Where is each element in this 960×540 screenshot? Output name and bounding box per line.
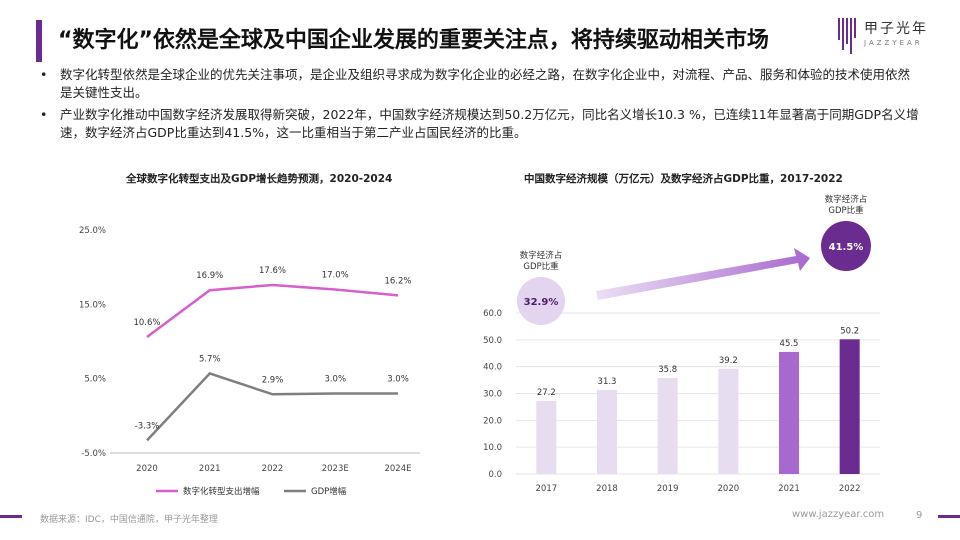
bullet-marker: • [40,107,48,122]
title-accent-bar [36,20,42,62]
x-tick-label: 2017 [536,484,558,494]
x-tick-label: 2023E [322,464,349,474]
annotation-value: 41.5% [829,242,864,253]
brand-logo: 甲子光年 JAZZYEAR [836,14,946,58]
bar [718,368,739,474]
bullet-item: • 产业数字化推动中国数字经济发展取得新突破，2022年，中国数字经济规模达到5… [40,106,920,142]
annotation-circle [517,277,565,325]
x-tick-label: 2022 [839,484,861,494]
bar [839,339,860,474]
y-tick-label: 25.0% [79,226,106,236]
y-tick-label: 20.0 [483,416,502,426]
bar [657,377,678,474]
right-chart-title: 中国数字经济规模（万亿元）及数字经济占GDP比重，2017-2022 [524,173,843,185]
x-tick-label: 2019 [657,484,679,494]
trend-arrow [596,248,810,300]
y-tick-label: 0.0 [488,470,502,480]
legend-label: GDP增幅 [311,486,347,497]
data-label: 35.8 [658,365,677,375]
y-tick-label: 40.0 [483,363,502,373]
annotation-label: 数字经济占 [825,194,868,205]
data-label: 50.2 [840,326,859,336]
annotation-label: GDP比重 [828,205,864,216]
logo-subtitle: JAZZYEAR [864,39,923,47]
x-tick-label: 2021 [778,484,800,494]
y-tick-label: 60.0 [483,309,502,319]
bar [536,401,557,474]
y-tick-label: 15.0% [79,300,106,310]
y-tick-label: 5.0% [84,375,106,385]
data-label: -3.3% [135,421,160,431]
x-tick-label: 2020 [718,484,740,494]
x-tick-label: 2021 [199,464,221,474]
website-link[interactable]: www.jazzyear.com [792,509,885,520]
annotation-circle [821,221,871,271]
page-title: “数字化”依然是全球及中国企业发展的重要关注点，将持续驱动相关市场 [58,28,769,53]
page-number: 9 [916,510,923,521]
legend-label: 数字化转型支出增幅 [183,486,260,497]
x-tick-label: 2018 [596,484,618,494]
x-tick-label: 2024E [384,464,411,474]
data-label: 10.6% [133,318,160,328]
data-label: 17.0% [322,270,349,280]
x-tick-label: 2022 [262,464,284,474]
y-tick-label: 30.0 [483,390,502,400]
data-source: 数据来源：IDC，中国信通院，甲子光年整理 [40,515,218,525]
bullet-text: 数字化转型依然是全球企业的优先关注事项，是企业及组织寻求成为数字化企业的必经之路… [60,67,911,100]
series-line-1 [146,283,399,339]
annotation-label: 数字经济占 [520,250,563,261]
data-label: 16.9% [196,271,223,281]
series-line-2 [146,372,398,442]
data-label: 3.0% [387,375,409,385]
y-tick-label: 10.0 [483,443,502,453]
data-label: 5.7% [199,354,221,364]
bottom-accent-right [938,515,960,518]
bottom-accent-left [0,515,22,518]
data-label: 45.5 [780,339,799,349]
bullet-list: • 数字化转型依然是全球企业的优先关注事项，是企业及组织寻求成为数字化企业的必经… [40,66,920,146]
bullet-text: 产业数字化推动中国数字经济发展取得新突破，2022年，中国数字经济规模达到50.… [60,107,919,140]
y-tick-label: 50.0 [483,336,502,346]
annotation-value: 32.9% [524,297,559,308]
data-label: 2.9% [262,375,284,385]
y-tick-label: -5.0% [81,449,106,459]
bar [779,351,799,474]
data-label: 3.0% [324,375,346,385]
data-label: 16.2% [384,276,411,286]
left-chart-title: 全球数字化转型支出及GDP增长趋势预测，2020-2024 [126,173,393,185]
bullet-item: • 数字化转型依然是全球企业的优先关注事项，是企业及组织寻求成为数字化企业的必经… [40,66,920,102]
x-tick-label: 2020 [136,464,158,474]
bar [597,390,617,474]
data-label: 39.2 [719,356,738,366]
annotation-label: GDP比重 [523,261,559,272]
data-label: 31.3 [598,377,617,387]
bullet-marker: • [40,67,48,82]
logo-bars-icon [838,18,856,54]
data-label: 17.6% [259,266,286,276]
data-label: 27.2 [537,388,556,398]
logo-name: 甲子光年 [864,21,928,37]
